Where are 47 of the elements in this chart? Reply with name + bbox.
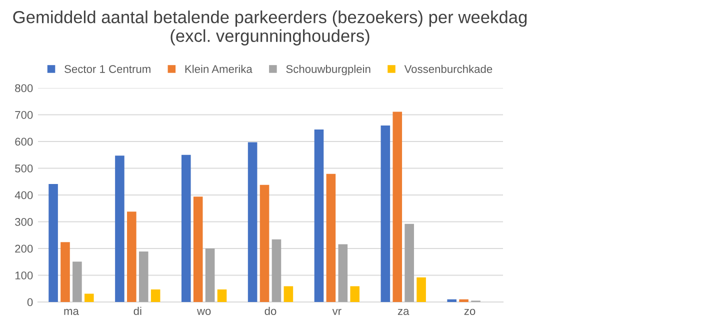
bar bbox=[248, 142, 258, 302]
legend-label: Klein Amerika bbox=[185, 64, 252, 73]
y-tick-label: 200 bbox=[15, 244, 33, 253]
bar bbox=[416, 277, 426, 302]
bar bbox=[447, 299, 456, 302]
x-tick-label: za bbox=[398, 308, 410, 316]
bar bbox=[338, 244, 348, 302]
x-tick-label: ma bbox=[64, 308, 79, 316]
bar bbox=[217, 289, 227, 302]
bar bbox=[138, 251, 148, 302]
x-tick-label: wo bbox=[196, 308, 211, 316]
x-tick-label: vr bbox=[332, 308, 342, 315]
bar bbox=[459, 299, 468, 302]
y-tick-label: 700 bbox=[15, 111, 33, 119]
bar bbox=[284, 286, 294, 302]
bar bbox=[272, 239, 282, 302]
bar bbox=[48, 184, 58, 302]
legend-label: Schouwburgplein bbox=[286, 64, 370, 76]
bar bbox=[205, 248, 215, 302]
x-tick-label: do bbox=[264, 306, 276, 316]
y-tick-label: 300 bbox=[15, 218, 33, 226]
y-tick-label: 500 bbox=[15, 164, 33, 172]
bar bbox=[314, 129, 324, 302]
legend-label: Sector 1 Centrum bbox=[64, 65, 150, 73]
bar bbox=[181, 154, 191, 302]
y-tick-label: 600 bbox=[15, 138, 33, 146]
y-tick-label: 100 bbox=[15, 272, 33, 280]
bar bbox=[60, 242, 70, 302]
bar bbox=[392, 112, 402, 302]
y-tick-label: 800 bbox=[15, 84, 33, 92]
y-tick-label: 0 bbox=[27, 298, 33, 306]
chart-title: Gemiddeld aantal betalende parkeerders (bezoekers) per weekdag (excl. vergunninghouders) bbox=[13, 10, 527, 46]
bar bbox=[404, 224, 414, 302]
bar bbox=[84, 294, 94, 302]
bar bbox=[193, 196, 203, 302]
y-tick-label: 400 bbox=[14, 191, 33, 200]
x-tick-label: di bbox=[134, 306, 142, 316]
bar bbox=[127, 212, 136, 302]
bar bbox=[72, 262, 82, 302]
bar bbox=[380, 125, 390, 302]
bar bbox=[115, 156, 124, 302]
bar bbox=[150, 289, 160, 302]
bar bbox=[326, 174, 336, 302]
x-tick-label: zo bbox=[464, 308, 476, 316]
legend-label: Vossenburchkade bbox=[404, 64, 492, 73]
bar bbox=[260, 184, 270, 302]
bar bbox=[350, 286, 360, 302]
